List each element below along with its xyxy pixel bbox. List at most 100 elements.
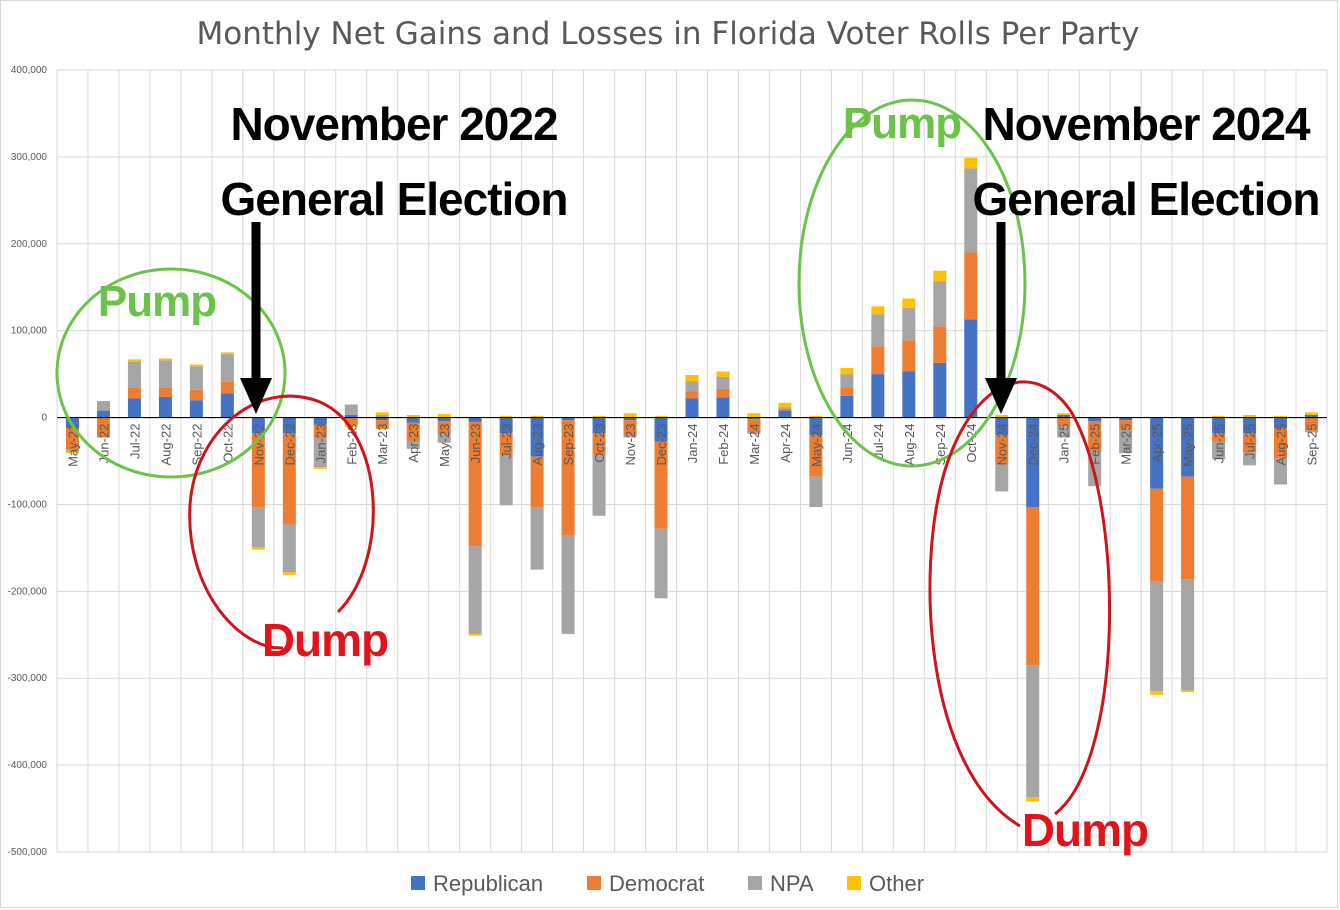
bar-segment-npa [685, 381, 699, 392]
bar-segment-democrat [654, 441, 668, 529]
y-tick-label: 200,000 [11, 239, 48, 250]
bar-segment-republican [437, 417, 451, 422]
bar-segment-republican [809, 417, 823, 435]
bar-segment-republican [1243, 417, 1257, 434]
bar-segment-npa [809, 476, 823, 508]
bar-segment-npa [437, 434, 451, 443]
bar-segment-npa [499, 454, 513, 506]
pump-ellipse-2022 [55, 267, 287, 479]
bar-segment-npa [189, 366, 203, 390]
annotation-november-2024: November 2024 [982, 98, 1310, 150]
bar-segment-npa [313, 438, 327, 468]
bar-segment-republican [1119, 417, 1133, 421]
annotation-november-2022: November 2022 [230, 98, 557, 150]
gridlines [56, 69, 1328, 853]
bar-segment-other [251, 547, 265, 550]
bar-segment-other [1212, 415, 1226, 418]
bar-segment-other [158, 358, 172, 361]
bar-segment-democrat [809, 434, 823, 477]
x-tick-label: Jan-24 [685, 424, 700, 464]
dump-ellipse-2024 [928, 380, 1112, 828]
y-tick-label: -300,000 [8, 673, 48, 684]
legend-label-republican: Republican [433, 871, 543, 896]
x-tick-label: Sep-22 [189, 424, 204, 466]
x-tick-label: Sep-25 [1305, 424, 1320, 466]
bar-segment-other [1181, 690, 1195, 693]
bar-segment-republican [964, 319, 978, 418]
bar-segment-democrat [871, 346, 885, 375]
annotation-general-election-2024: General Election [972, 173, 1319, 225]
bar-segment-other [809, 415, 823, 418]
y-tick-label: 400,000 [11, 65, 48, 76]
bar-segment-democrat [375, 420, 389, 429]
x-tick-label: Mar-24 [747, 424, 762, 465]
bar-segment-republican [1274, 417, 1288, 428]
bar-segment-republican [1305, 414, 1319, 418]
bar-segment-republican [468, 417, 482, 422]
pump-ellipse-2024 [797, 98, 1027, 468]
bar-segment-npa [1057, 426, 1071, 438]
bar-segment-npa [1274, 458, 1288, 485]
bar-segment-democrat [189, 389, 203, 401]
bar-segment-npa [902, 308, 916, 341]
bar-segment-other [964, 157, 978, 169]
x-tick-label: Jul-22 [127, 424, 142, 459]
bar-segment-republican [623, 417, 637, 421]
bar-segment-democrat [65, 427, 79, 450]
annotation-overlays: November 2022 General Election November … [55, 98, 1321, 856]
bar-segment-npa [1119, 428, 1133, 454]
bar-segment-democrat [964, 252, 978, 320]
bar-segment-republican [251, 417, 265, 434]
bar-segment-democrat [561, 420, 575, 536]
bar-segment-other [716, 371, 730, 377]
bar-segment-democrat [220, 381, 234, 394]
annotation-general-election-2022: General Election [220, 173, 567, 225]
bar-segment-republican [406, 417, 420, 423]
x-tick-label: Feb-25 [1088, 424, 1103, 465]
bar-segment-npa [716, 376, 730, 389]
bar-segment-democrat [251, 433, 265, 508]
bar-segment-other [468, 633, 482, 636]
legend-label-other: Other [869, 871, 924, 896]
bar-segment-npa [251, 507, 265, 548]
bar-segment-democrat [1243, 433, 1257, 453]
bar-segment-other [127, 359, 141, 362]
x-tick-label: Jan-23 [313, 424, 328, 464]
bar-segment-democrat [623, 420, 637, 436]
y-tick-label: 0 [41, 413, 47, 424]
bar-segment-democrat [685, 391, 699, 399]
bar-segment-npa [530, 507, 544, 570]
chart-title: Monthly Net Gains and Losses in Florida … [197, 16, 1140, 52]
bar-segment-other [840, 368, 854, 375]
y-tick-label: -200,000 [8, 586, 48, 597]
bar-segment-npa [747, 432, 761, 435]
bar-segment-other [406, 414, 420, 418]
bar-segment-other [902, 298, 916, 309]
bar-segment-democrat [1088, 421, 1102, 452]
bar-segment-npa [840, 374, 854, 388]
bar-segment-republican [1057, 414, 1071, 418]
bar-segment-republican [375, 417, 389, 421]
x-tick-label: Jul-24 [871, 424, 886, 459]
bar-segment-other [313, 467, 327, 469]
bar-segment-democrat [499, 433, 513, 455]
x-tick-label: Nov-23 [623, 424, 638, 466]
legend-swatch-republican [411, 876, 425, 890]
legend: Republican Democrat NPA Other [411, 871, 924, 896]
bar-segment-democrat [158, 388, 172, 397]
bar-segment-other [1150, 691, 1164, 695]
bar-segment-republican [685, 398, 699, 418]
bar-segment-npa [1212, 441, 1226, 460]
bar-segment-democrat [933, 326, 947, 363]
bar-segment-republican [561, 417, 575, 421]
x-tick-label: Jul-25 [1243, 424, 1258, 459]
bar-segment-npa [96, 401, 110, 411]
bar-segment-democrat [1212, 433, 1226, 442]
bar-segment-other [1243, 414, 1257, 418]
bar-segment-democrat [1181, 476, 1195, 580]
bar-segment-npa [654, 528, 668, 599]
bar-segment-other [375, 412, 389, 415]
bar-segment-npa [623, 435, 637, 438]
